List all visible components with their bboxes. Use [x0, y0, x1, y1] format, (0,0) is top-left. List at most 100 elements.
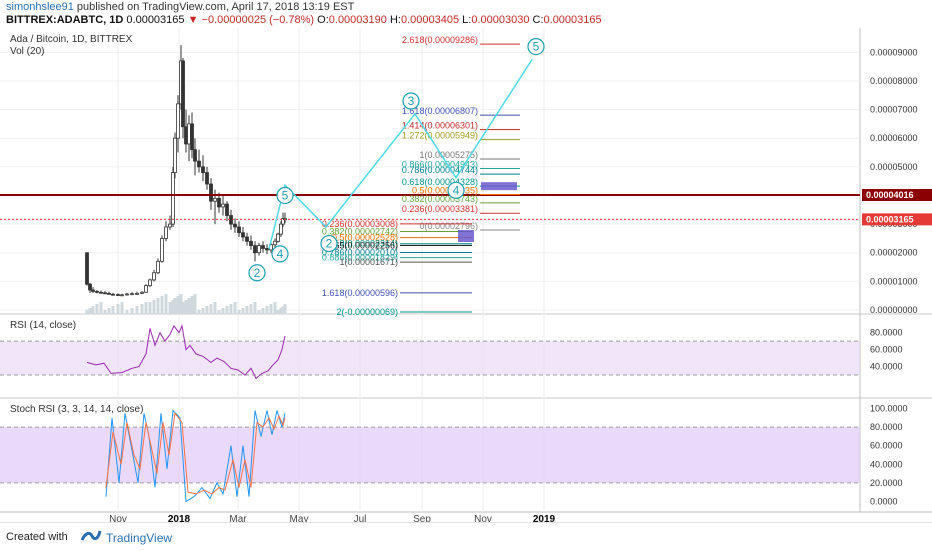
volume-bar [130, 308, 134, 314]
fib-label: 0.236(0.00003381) [402, 204, 478, 214]
x-tick-label: Mar [229, 514, 247, 522]
rsi-tick-label: 40.0000 [870, 362, 903, 372]
close-value: 0.00003165 [543, 14, 602, 26]
candle-body [205, 172, 209, 185]
candle-body [99, 291, 103, 294]
x-tick-label: May [290, 514, 309, 522]
fib-levels: 2.618(0.00009286) 1.618(0.00006807) 1.414(… [0, 35, 860, 317]
volume-bar [281, 306, 285, 314]
high-label: H: [389, 14, 401, 26]
volume-bar [205, 306, 209, 314]
candle-body [156, 260, 160, 274]
fib-label: 0.5(0.00002528) [332, 233, 398, 243]
fib-label: 2(-0.00000069) [336, 307, 398, 317]
candle-body [91, 289, 95, 292]
price-label-bg [862, 189, 932, 202]
volume-bar [245, 306, 249, 314]
fib-label: 0.786(0.00004744) [402, 165, 478, 175]
volume-bar [273, 302, 277, 314]
candle-body [249, 240, 253, 246]
symbol-line: BITTREX:ADABTC, 1D 0.00003165 ▼ −0.00000… [6, 14, 602, 26]
candle-body [187, 123, 191, 145]
stoch-band [0, 427, 860, 483]
volume-bar [279, 308, 283, 314]
volume-bar [148, 302, 152, 314]
volume-bar [190, 296, 194, 314]
wave-label: 5 [533, 40, 540, 54]
volume-bar [197, 310, 201, 314]
candle-body [279, 223, 283, 235]
wave-label: 3 [408, 94, 415, 108]
candle-body [197, 160, 201, 168]
high-value: 0.00003405 [400, 14, 460, 26]
volume-bar [144, 302, 148, 314]
stoch-d-line [105, 412, 286, 495]
author-link[interactable]: simonhslee91 [6, 1, 74, 13]
stoch-k-line [105, 409, 286, 503]
tradingview-link[interactable]: TradingView [106, 531, 173, 545]
chart-area[interactable]: 2.618(0.00009286) 1.618(0.00006807) 1.414(… [0, 28, 932, 525]
wave-label: 4 [453, 183, 460, 197]
symbol-name: BITTREX:ADABTC, 1D [6, 14, 124, 26]
volume-bar [237, 310, 241, 314]
y-tick-label: 0.00008000 [870, 76, 918, 86]
volume-bar [181, 302, 185, 314]
fib-label: 0(0.00002796) [419, 221, 478, 231]
volume-bar [116, 304, 120, 314]
volume-bar [140, 304, 144, 314]
volume-bar [160, 296, 164, 314]
wave-path [268, 59, 533, 250]
footer: Created with TradingView [0, 522, 932, 551]
rsi-tick-label: 60.0000 [870, 345, 903, 355]
candle-body [95, 290, 99, 293]
candle-body [217, 197, 221, 208]
close-label: C: [532, 14, 544, 26]
volume-bar [253, 302, 257, 314]
y-tick-label: 0.00000000 [870, 305, 918, 315]
candle-body [130, 293, 134, 296]
price-axis-label: 0.00004016 [866, 190, 914, 200]
volume-bar [88, 308, 92, 314]
fib-label: 0.382(0.00002742) [322, 226, 398, 236]
volume-bar [201, 308, 205, 314]
volume-bar [120, 302, 124, 314]
wave-label-circle [447, 181, 465, 199]
wave-projection: 2 4 5 2 3 4 5 [248, 37, 545, 282]
candle-body [111, 293, 115, 296]
candle-body [168, 223, 172, 228]
candle-body [144, 285, 148, 293]
wave-label-circle [402, 92, 420, 110]
volume-bar [179, 294, 183, 314]
candle-body [164, 226, 168, 239]
target-box [481, 182, 517, 191]
volume-bar [152, 300, 156, 314]
x-tick-label: Sep [413, 514, 431, 522]
volume-bar [173, 298, 177, 314]
stoch-title: Stoch RSI (3, 3, 14, 14, close) [10, 404, 143, 415]
volume-bar [221, 308, 225, 314]
candle-body [225, 203, 229, 216]
volume-title: Vol (20) [10, 46, 44, 57]
fib-label: 0.65(0.00002256) [327, 240, 398, 250]
volume-bar [176, 296, 180, 314]
wave-label-circle [320, 234, 338, 253]
candle-body [273, 240, 277, 246]
candle-body [116, 294, 120, 296]
tradingview-logo-icon[interactable] [80, 528, 102, 547]
volume-bar [171, 300, 175, 314]
fib-label: 0.618(0.00004328) [402, 177, 478, 187]
x-tick-label: 2019 [533, 514, 556, 522]
volume-bar [229, 304, 233, 314]
volume-bar [265, 306, 269, 314]
open-value: 0.00003190 [328, 14, 387, 26]
chart-svg[interactable]: 2.618(0.00009286) 1.618(0.00006807) 1.414(… [0, 28, 932, 525]
candle-body [245, 236, 249, 242]
candle-body [257, 245, 261, 254]
volume-bar [91, 306, 95, 314]
x-tick-label: Jul [354, 514, 367, 522]
wave-label: 5 [282, 188, 289, 202]
publish-line: simonhslee91 published on TradingView.co… [6, 1, 354, 13]
fib-label: 1.272(0.00005949) [402, 131, 478, 141]
wave-label-circle [276, 186, 294, 205]
